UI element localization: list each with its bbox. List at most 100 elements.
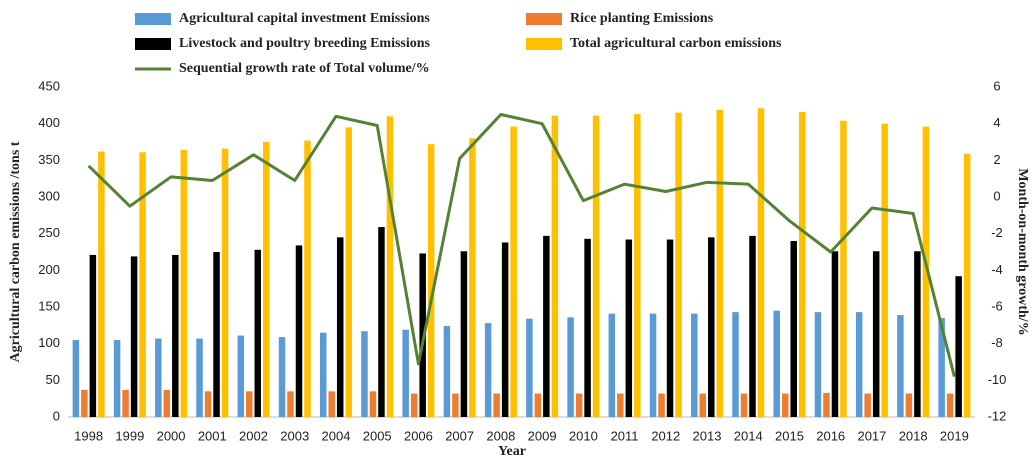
bar: [139, 152, 146, 417]
x-tick-label: 2017: [857, 428, 886, 443]
bar: [691, 313, 698, 417]
bar: [575, 393, 583, 417]
bar: [369, 391, 377, 417]
bar: [526, 318, 533, 417]
bar: [180, 150, 188, 418]
y-tick-label: 300: [38, 188, 60, 203]
y-tick-label: 200: [38, 262, 60, 277]
bar: [155, 338, 162, 417]
bar: [336, 237, 344, 417]
x-tick-label: 2011: [611, 428, 639, 443]
bar: [617, 393, 624, 417]
bar: [534, 393, 542, 417]
bar: [955, 276, 962, 417]
y-tick-label: 100: [38, 335, 60, 350]
bar: [484, 323, 492, 417]
bar: [790, 241, 797, 417]
y2-tick-label: 6: [993, 78, 1000, 93]
bar: [649, 313, 657, 417]
x-tick-label: 2009: [528, 428, 557, 443]
bar: [493, 393, 500, 417]
bar: [378, 227, 385, 417]
legend-label: Livestock and poultry breeding Emissions: [179, 36, 431, 51]
bar: [592, 115, 600, 417]
y2-axis-title: Month-on-month growth/%: [1015, 168, 1030, 335]
bar: [386, 116, 394, 417]
bar: [914, 251, 921, 417]
bar: [263, 142, 270, 417]
bar: [254, 249, 262, 417]
bar: [122, 389, 129, 417]
x-tick-label: 2014: [734, 428, 763, 443]
bar: [551, 115, 559, 417]
bar: [81, 389, 88, 417]
bar: [319, 332, 327, 417]
bar: [410, 393, 418, 417]
bar: [757, 108, 765, 418]
y-tick-label: 0: [53, 408, 60, 423]
bar: [427, 144, 435, 417]
bar: [732, 312, 739, 417]
legend-swatch: [526, 13, 562, 25]
y-tick-label: 350: [38, 152, 60, 167]
bar: [328, 391, 335, 417]
y-axis-title: Agricultural carbon emissions /tons t: [8, 141, 23, 362]
bar: [287, 391, 294, 417]
bar: [196, 338, 203, 417]
y2-tick-label: 2: [993, 152, 1000, 167]
x-tick-label: 2018: [899, 428, 928, 443]
bar: [675, 112, 682, 418]
legend-swatch: [135, 13, 171, 25]
bar: [864, 393, 871, 417]
y2-tick-label: -6: [991, 298, 1003, 313]
bar: [402, 329, 409, 417]
x-tick-label: 2010: [569, 428, 598, 443]
x-tick-label: 2007: [445, 428, 474, 443]
x-tick-label: 2013: [693, 428, 722, 443]
x-tick-label: 2015: [775, 428, 804, 443]
bar: [361, 331, 368, 417]
bar: [295, 245, 303, 417]
x-tick-label: 2004: [322, 428, 351, 443]
bar: [938, 318, 945, 417]
bar: [345, 127, 352, 417]
x-tick-label: 2016: [816, 428, 845, 443]
bar: [708, 237, 715, 417]
bar: [922, 126, 930, 417]
bar: [130, 256, 138, 417]
bar: [204, 391, 212, 417]
legend-swatch: [526, 38, 562, 50]
bar: [658, 393, 665, 417]
bar: [798, 111, 806, 417]
legend-label: Total agricultural carbon emissions: [570, 36, 782, 51]
legend-label: Sequential growth rate of Total volume/%: [179, 61, 430, 76]
bar: [716, 109, 724, 417]
y-tick-label: 400: [38, 115, 60, 130]
legend-label: Rice planting Emissions: [570, 11, 714, 26]
bar: [814, 312, 822, 417]
x-tick-label: 2002: [239, 428, 268, 443]
bar: [452, 393, 459, 417]
bar: [699, 393, 707, 417]
bar: [469, 138, 476, 418]
x-tick-label: 1999: [115, 428, 144, 443]
x-tick-label: 2000: [157, 428, 186, 443]
bar: [823, 392, 830, 417]
y2-tick-label: -2: [991, 225, 1003, 240]
bar: [946, 393, 954, 417]
x-tick-label: 2001: [198, 428, 227, 443]
legend-label: Agricultural capital investment Emission…: [179, 11, 430, 26]
bar: [625, 239, 633, 417]
bar: [666, 239, 674, 417]
bar: [584, 238, 591, 417]
y2-tick-label: -8: [991, 335, 1003, 350]
x-tick-label: 2003: [280, 428, 309, 443]
bar: [872, 251, 880, 417]
bar: [443, 326, 451, 417]
bar: [855, 312, 863, 417]
bar: [278, 337, 286, 417]
x-tick-label: 2005: [363, 428, 392, 443]
y2-tick-label: 0: [993, 188, 1000, 203]
